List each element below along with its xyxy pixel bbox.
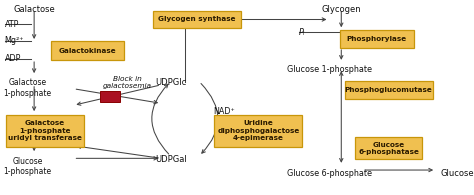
FancyBboxPatch shape — [153, 11, 241, 28]
Text: Mg²⁺: Mg²⁺ — [5, 36, 24, 45]
Text: Galactose
1-phosphate
uridyl transferase: Galactose 1-phosphate uridyl transferase — [8, 120, 82, 141]
Text: Glucose 6-phosphate: Glucose 6-phosphate — [287, 169, 372, 178]
Text: Pᵢ: Pᵢ — [299, 28, 305, 37]
Text: Galactose
1-phosphate: Galactose 1-phosphate — [3, 78, 52, 98]
Text: Glucose: Glucose — [441, 169, 474, 178]
Text: Glucose
6-phosphatase: Glucose 6-phosphatase — [358, 142, 419, 155]
Text: NAD⁺: NAD⁺ — [213, 107, 235, 116]
Text: Phosphorylase: Phosphorylase — [347, 36, 407, 42]
FancyBboxPatch shape — [51, 42, 124, 60]
FancyBboxPatch shape — [214, 115, 302, 147]
Text: Galactose: Galactose — [13, 5, 55, 14]
FancyBboxPatch shape — [340, 30, 413, 48]
Text: Block in
galactosemia: Block in galactosemia — [102, 76, 152, 89]
Text: UDPGlc: UDPGlc — [155, 78, 186, 87]
Text: UDPGal: UDPGal — [155, 155, 186, 164]
Text: Galactokinase: Galactokinase — [59, 48, 117, 54]
FancyBboxPatch shape — [356, 137, 422, 160]
Text: ATP: ATP — [5, 20, 19, 29]
Text: Uridine
diphosphogalactose
4-epimerase: Uridine diphosphogalactose 4-epimerase — [217, 120, 300, 141]
FancyBboxPatch shape — [6, 115, 84, 147]
Text: Glycogen: Glycogen — [321, 5, 361, 14]
Text: Phosphoglucomutase: Phosphoglucomutase — [345, 87, 433, 93]
FancyBboxPatch shape — [100, 91, 120, 102]
Text: Glycogen synthase: Glycogen synthase — [158, 17, 236, 22]
Text: Glucose 1-phosphate: Glucose 1-phosphate — [287, 65, 372, 74]
Text: ADP: ADP — [5, 54, 21, 63]
Text: Glucose
1-phosphate: Glucose 1-phosphate — [3, 157, 52, 176]
FancyBboxPatch shape — [345, 81, 432, 99]
